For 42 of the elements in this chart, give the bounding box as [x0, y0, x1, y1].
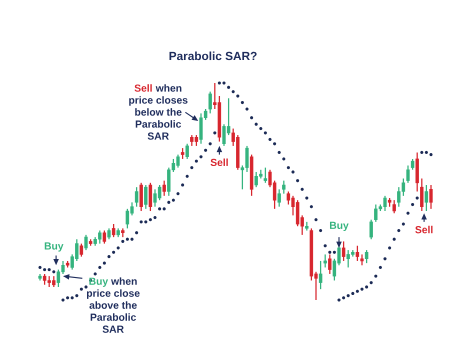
candlestick	[162, 180, 166, 196]
candlestick	[429, 184, 433, 210]
annotation: Sell when price closes below the Parabolic SAR	[129, 84, 188, 140]
candlestick	[80, 242, 84, 258]
candlestick	[185, 143, 189, 160]
candlestick	[342, 240, 346, 262]
candlestick	[264, 167, 268, 184]
candlestick	[84, 234, 88, 251]
annotation: Buy when price close above the Parabolic SAR	[86, 277, 140, 333]
candlestick	[392, 200, 396, 214]
candlestick	[420, 178, 424, 212]
candlestick	[102, 230, 106, 244]
candlestick	[374, 204, 378, 223]
candlestick	[148, 182, 152, 212]
candlestick	[410, 158, 414, 170]
annotation: Sell	[210, 158, 228, 166]
candlestick	[134, 186, 138, 208]
candlestick	[208, 91, 212, 114]
candlestick	[139, 182, 143, 212]
candlestick	[323, 254, 327, 268]
candlestick	[424, 184, 428, 212]
candlestick	[415, 152, 419, 192]
candlestick	[282, 180, 286, 194]
annotation: Buy	[330, 222, 349, 232]
candlestick	[107, 228, 111, 240]
candlestick	[356, 245, 360, 262]
candlestick	[406, 164, 410, 184]
annotation: Buy	[44, 242, 64, 252]
candlestick	[144, 184, 148, 210]
candlestick	[277, 188, 281, 208]
candlestick	[397, 186, 401, 208]
candlestick	[328, 254, 332, 275]
candlestick	[360, 254, 364, 266]
candlestick	[190, 134, 194, 147]
chart-title: Parabolic SAR?	[170, 52, 257, 60]
candlestick	[180, 147, 184, 160]
candlestick	[167, 167, 171, 196]
candlestick	[112, 223, 116, 238]
candlestick	[364, 249, 368, 264]
candlestick	[369, 219, 373, 240]
candlestick	[318, 260, 322, 290]
annotation: Sell	[415, 226, 433, 234]
